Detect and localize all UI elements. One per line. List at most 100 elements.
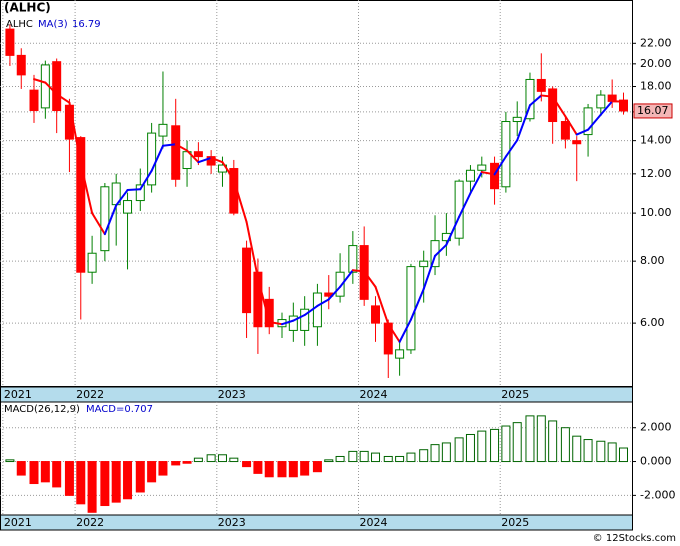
ma-segment bbox=[469, 171, 483, 195]
ma-segment bbox=[528, 94, 543, 107]
ma-segment bbox=[363, 270, 377, 288]
x-tick-label: 2023 bbox=[218, 388, 246, 401]
macd-bar bbox=[618, 447, 628, 463]
candle-body bbox=[406, 266, 416, 351]
ma-segment bbox=[139, 169, 153, 191]
candle-body bbox=[135, 184, 145, 202]
ma-segment bbox=[351, 269, 366, 273]
y-tick-label: 22.00 bbox=[640, 36, 672, 49]
candle-body bbox=[171, 125, 181, 180]
macd-bar bbox=[158, 461, 168, 476]
ma-segment bbox=[422, 254, 437, 291]
macd-bar bbox=[300, 461, 310, 476]
macd-bar bbox=[607, 442, 617, 463]
macd-bar bbox=[253, 461, 263, 474]
macd-bar bbox=[135, 461, 145, 493]
x-tick-label: 2023 bbox=[218, 516, 246, 529]
candle-body bbox=[52, 61, 62, 112]
ma-segment bbox=[280, 319, 295, 326]
candle-body bbox=[465, 169, 475, 182]
ma-segment bbox=[256, 276, 271, 324]
candle-body bbox=[158, 123, 168, 137]
candle-body bbox=[572, 140, 582, 145]
ma-segment bbox=[126, 188, 142, 192]
y-tick-label: 0.000 bbox=[640, 455, 672, 468]
macd-bar bbox=[348, 450, 358, 463]
macd-bar bbox=[596, 440, 606, 463]
ma-segment bbox=[115, 189, 129, 207]
ma-segment bbox=[268, 321, 283, 326]
candle-body bbox=[76, 137, 86, 273]
candle-body bbox=[490, 162, 500, 190]
ma-segment bbox=[327, 285, 342, 301]
macd-bar bbox=[52, 461, 62, 488]
candle-body bbox=[512, 116, 522, 123]
candle-body bbox=[501, 121, 511, 188]
macd-bar bbox=[583, 439, 593, 463]
ma-segment bbox=[409, 288, 425, 321]
macd-bar bbox=[206, 454, 216, 463]
ma-segment bbox=[587, 113, 602, 131]
ma-segment bbox=[103, 204, 118, 236]
y-tick-label: 6.00 bbox=[640, 316, 665, 329]
ma-segment bbox=[161, 143, 177, 147]
ma-segment bbox=[186, 149, 200, 164]
ma-segment bbox=[210, 156, 224, 164]
x-tick-label: 2025 bbox=[501, 388, 529, 401]
ma-segment bbox=[480, 171, 496, 176]
ma-segment bbox=[458, 192, 472, 218]
candle-body bbox=[288, 315, 298, 331]
ma-segment bbox=[516, 104, 531, 142]
macd-bar bbox=[264, 461, 274, 478]
candle-body bbox=[335, 271, 345, 297]
ma-segment bbox=[68, 101, 82, 165]
ma-segment bbox=[575, 128, 590, 136]
ma-segment bbox=[150, 144, 164, 172]
macd-bar bbox=[477, 430, 487, 463]
macd-bar bbox=[5, 459, 15, 463]
legend-ma-value: 16.79 bbox=[72, 19, 101, 30]
ma-segment bbox=[303, 304, 319, 317]
x-tick-label: 2024 bbox=[360, 388, 388, 401]
ma-segment bbox=[232, 178, 248, 223]
macd-bar bbox=[371, 452, 381, 463]
x-tick-label: 2022 bbox=[76, 516, 104, 529]
footer: © 12Stocks.com bbox=[593, 533, 676, 544]
macd-bar bbox=[171, 461, 181, 466]
last-price-label: 16.07 bbox=[637, 104, 669, 117]
ma-segment bbox=[91, 212, 106, 236]
macd-bar bbox=[454, 437, 464, 463]
legend-ma: MA(3) bbox=[38, 19, 68, 30]
ma-segment bbox=[434, 243, 448, 257]
macd-bar bbox=[560, 427, 570, 463]
macd-bar bbox=[312, 461, 322, 473]
candle-body bbox=[147, 132, 157, 186]
macd-bar bbox=[441, 442, 451, 463]
ma-segment bbox=[197, 156, 213, 164]
ma-segment bbox=[55, 93, 71, 104]
ma-segment bbox=[564, 115, 578, 136]
macd-bar bbox=[419, 449, 429, 463]
date-strip bbox=[0, 514, 633, 531]
candle-body bbox=[253, 271, 263, 328]
macd-bar bbox=[123, 461, 133, 500]
x-tick-label: 2021 bbox=[4, 388, 32, 401]
candle-body bbox=[264, 298, 274, 328]
ma-segment bbox=[245, 220, 259, 279]
ma-segment bbox=[339, 269, 354, 288]
y-tick-label: -2.000 bbox=[640, 488, 675, 501]
ma-segment bbox=[374, 285, 390, 326]
macd-bar bbox=[490, 428, 500, 463]
ma-segment bbox=[79, 162, 94, 215]
candle-body bbox=[206, 156, 216, 166]
macd-bar bbox=[87, 461, 97, 513]
candle-body bbox=[87, 252, 97, 273]
candle-body bbox=[560, 121, 570, 140]
last-price-box bbox=[633, 103, 673, 119]
macd-bar bbox=[111, 461, 121, 503]
macd-bar bbox=[324, 459, 334, 463]
ma-segment bbox=[445, 215, 461, 246]
macd-value: MACD=0.707 bbox=[86, 404, 153, 415]
candle-body bbox=[348, 245, 358, 273]
macd-bar bbox=[383, 455, 393, 463]
